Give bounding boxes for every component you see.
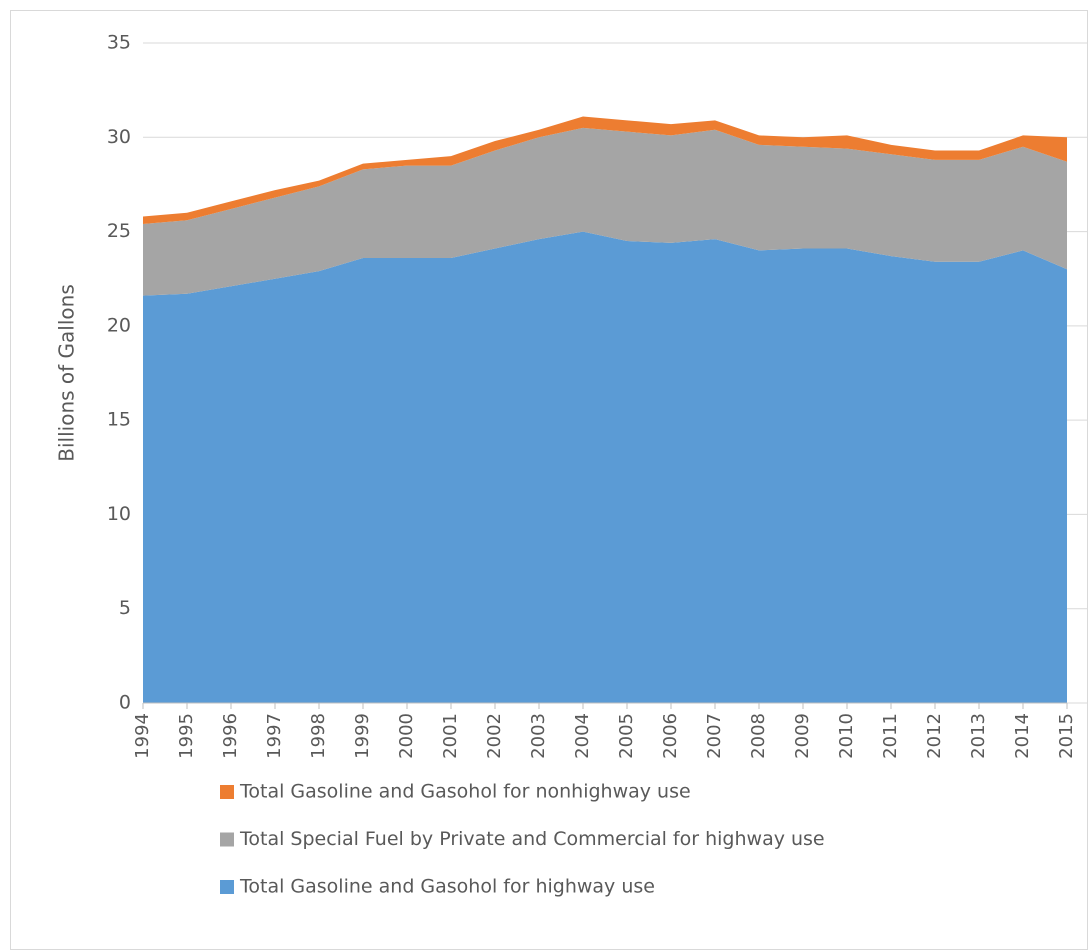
x-tick-label: 2004 (572, 713, 593, 759)
x-tick-label: 2007 (704, 713, 725, 759)
x-tick-label: 2003 (528, 713, 549, 759)
legend-label: Total Gasoline and Gasohol for nonhighwa… (239, 781, 691, 803)
x-tick-label: 2010 (836, 713, 857, 759)
x-tick-label: 2002 (484, 713, 505, 759)
y-tick-label: 25 (107, 220, 131, 242)
area (143, 127, 1067, 296)
area (143, 116, 1067, 225)
x-tick-label: 1994 (132, 713, 153, 759)
x-tick-label: 1996 (220, 713, 241, 759)
x-tick-label: 1999 (352, 713, 373, 759)
area (143, 231, 1067, 704)
x-tick-label: 2011 (880, 713, 901, 759)
x-tick-label: 2000 (396, 713, 417, 759)
x-tick-label: 2013 (968, 713, 989, 759)
x-tick-label: 1995 (176, 713, 197, 759)
y-tick-label: 35 (107, 32, 131, 54)
legend-swatch (220, 785, 234, 799)
y-tick-label: 20 (107, 314, 131, 336)
x-tick-label: 1998 (308, 713, 329, 759)
legend-label: Total Gasoline and Gasohol for highway u… (239, 876, 655, 898)
y-axis-label: Billions of Gallons (55, 284, 79, 461)
y-tick-label: 0 (119, 692, 131, 714)
x-tick-label: 2009 (792, 713, 813, 759)
legend-swatch (220, 880, 234, 894)
legend-swatch (220, 832, 234, 847)
y-tick-label: 15 (107, 409, 131, 431)
x-tick-label: 2005 (616, 713, 637, 759)
legend-label: Total Special Fuel by Private and Commer… (239, 828, 825, 850)
x-tick-label: 2008 (748, 713, 769, 759)
y-tick-label: 10 (107, 503, 131, 525)
y-tick-label: 5 (119, 597, 131, 619)
x-tick-label: 1997 (264, 713, 285, 759)
y-tick-label: 30 (107, 126, 131, 148)
x-tick-label: 2001 (440, 713, 461, 759)
x-tick-label: 2014 (1012, 713, 1033, 759)
x-tick-label: 2006 (660, 713, 681, 759)
x-tick-label: 2015 (1056, 713, 1077, 759)
x-tick-label: 2012 (924, 713, 945, 759)
